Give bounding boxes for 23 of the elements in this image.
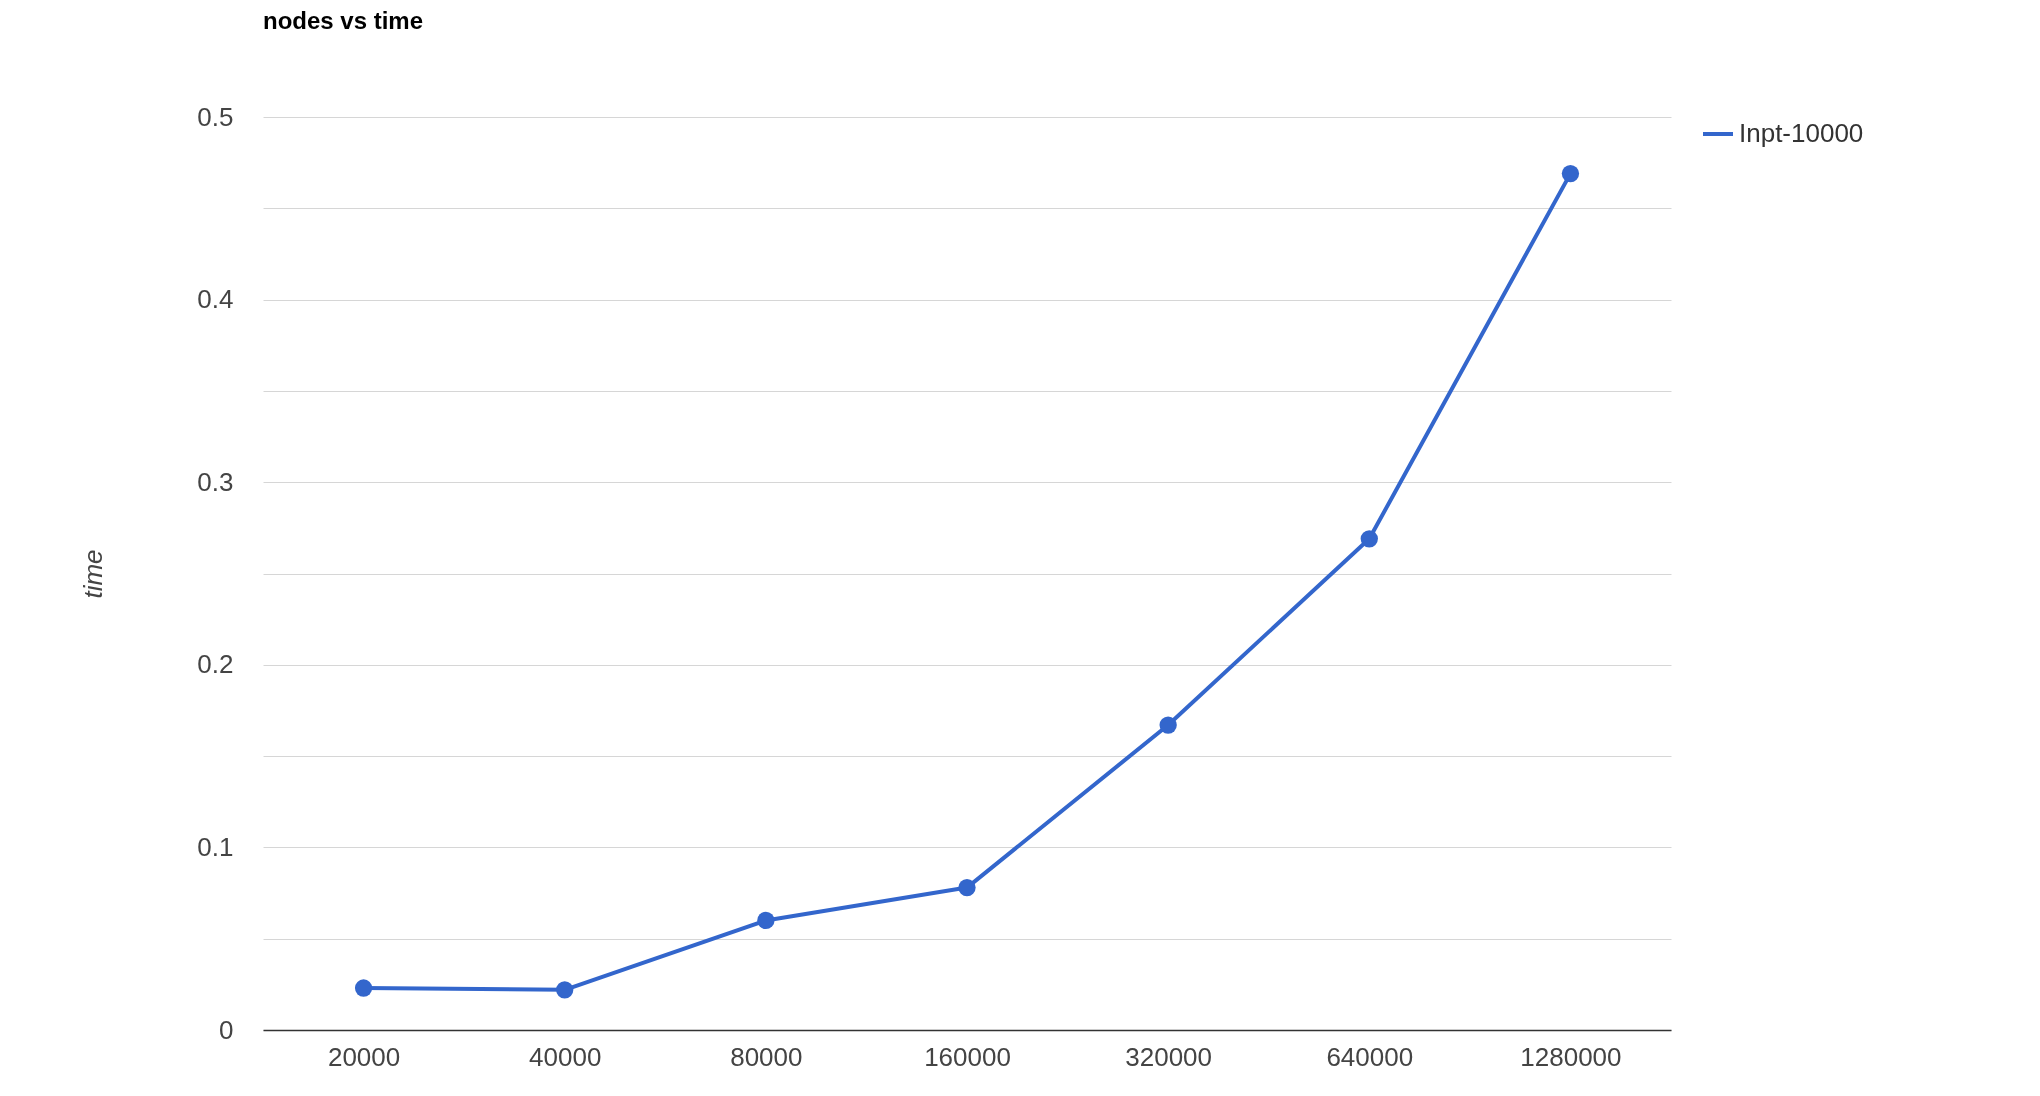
y-tick-label: 0.2 [197,649,234,680]
x-tick-label: 40000 [529,1041,602,1072]
x-tick-label: 640000 [1326,1041,1414,1072]
point [958,878,976,897]
legend-label: Inpt-10000 [1739,118,1864,148]
x-tick-label: 1280000 [1520,1041,1622,1072]
chart-title: nodes vs time [263,7,424,34]
x-tick-label: 20000 [327,1041,401,1072]
x-tick-label: 160000 [924,1041,1011,1072]
point [1561,164,1580,183]
y-tick-label: 0.4 [197,284,234,315]
point [1159,716,1177,734]
y-tick-label: 0.5 [197,101,234,132]
x-tick-label: 80000 [730,1041,803,1072]
y-tick-label: 0.1 [197,831,234,862]
x-tick-label: 320000 [1125,1041,1213,1072]
y-tick-label: 0 [219,1014,234,1045]
y-tick-label: 0.3 [197,466,234,497]
point [354,979,373,997]
y-axis-title: time [78,549,109,599]
point [556,981,574,999]
point [1360,530,1378,548]
point [757,911,775,930]
